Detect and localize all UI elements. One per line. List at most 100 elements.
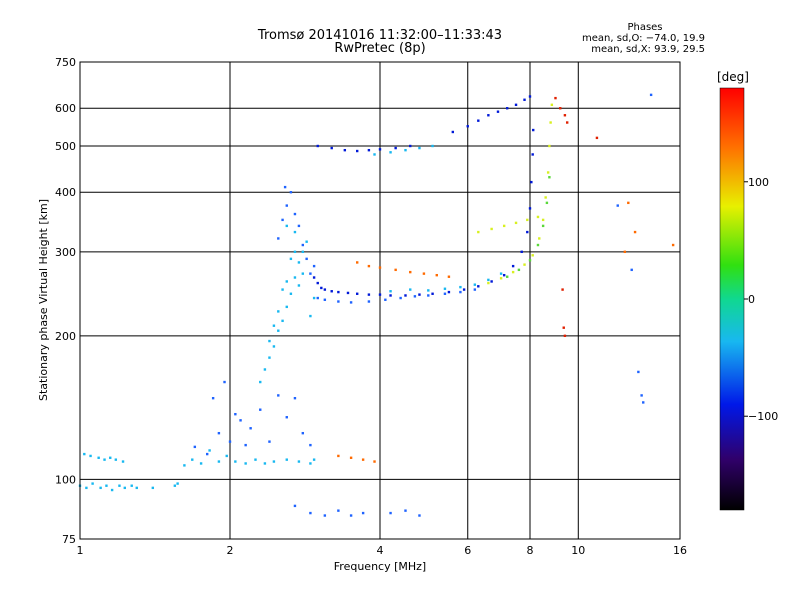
data-point <box>505 275 509 278</box>
data-point <box>404 509 407 512</box>
data-point <box>422 272 426 275</box>
data-point <box>289 191 293 194</box>
data-point <box>89 454 92 458</box>
data-point <box>85 486 88 490</box>
x-tick-label: 4 <box>377 544 384 557</box>
data-point <box>499 272 503 275</box>
x-tick-label: 6 <box>464 544 471 557</box>
data-point <box>268 339 271 343</box>
y-tick-label: 75 <box>62 533 76 546</box>
data-point <box>176 482 179 485</box>
x-tick-label: 8 <box>527 544 534 557</box>
data-point <box>389 290 392 293</box>
data-point <box>312 276 316 279</box>
chart-title: Tromsø 20141016 11:32:00–11:33:43 <box>257 28 503 43</box>
data-point <box>487 114 490 117</box>
data-point <box>103 458 106 461</box>
data-point <box>477 119 480 122</box>
data-point <box>254 458 257 461</box>
data-point <box>309 314 312 318</box>
data-point <box>443 287 447 290</box>
data-point <box>409 144 412 148</box>
data-point <box>548 144 551 148</box>
data-point <box>435 273 438 277</box>
data-point <box>173 484 177 487</box>
data-points <box>78 93 675 517</box>
data-point <box>548 176 551 179</box>
data-point <box>473 283 477 286</box>
data-point <box>301 272 305 275</box>
data-point <box>91 482 94 485</box>
data-point <box>281 319 284 323</box>
data-point <box>272 345 276 348</box>
data-point <box>316 296 319 300</box>
data-point <box>285 458 288 461</box>
data-point <box>514 103 518 107</box>
data-point <box>627 201 630 205</box>
x-tick-label: 10 <box>571 544 585 557</box>
data-point <box>413 295 417 298</box>
data-point <box>228 440 232 443</box>
data-point <box>451 130 455 134</box>
data-point <box>536 243 540 247</box>
data-point <box>312 296 316 300</box>
data-point <box>355 261 359 264</box>
data-point <box>367 293 371 296</box>
data-point <box>528 95 532 98</box>
data-point <box>320 286 323 290</box>
data-point <box>418 146 421 150</box>
data-point <box>404 148 407 152</box>
data-point <box>550 103 554 107</box>
data-point <box>297 261 301 264</box>
data-point <box>130 484 133 487</box>
data-point <box>546 171 550 174</box>
data-point <box>293 504 297 508</box>
data-point <box>496 110 500 113</box>
data-point <box>378 266 382 269</box>
data-point <box>223 380 226 384</box>
data-point <box>418 293 421 296</box>
data-point <box>418 514 421 517</box>
colorbar-tick-label: 0 <box>748 293 755 306</box>
data-point <box>532 128 535 132</box>
data-point <box>249 427 252 430</box>
data-point <box>563 334 567 338</box>
data-point <box>559 107 562 110</box>
data-point <box>633 230 637 234</box>
data-point <box>281 288 284 291</box>
data-point <box>530 180 533 184</box>
data-point <box>105 484 108 487</box>
data-point <box>277 394 280 397</box>
stats-o-mode: mean, sd,O: −74.0, 19.9 <box>582 33 705 44</box>
data-point <box>427 289 430 292</box>
data-point <box>277 310 280 313</box>
data-point <box>447 275 451 278</box>
data-point <box>309 462 312 465</box>
data-point <box>361 458 365 461</box>
data-point <box>541 224 545 228</box>
colorbar-tick-label: −100 <box>748 410 778 423</box>
data-point <box>531 254 534 257</box>
x-axis-label: Frequency [MHz] <box>334 560 426 573</box>
data-point <box>285 224 288 228</box>
y-tick-label: 300 <box>55 246 76 259</box>
data-point <box>285 280 288 283</box>
colorbar-unit: [deg] <box>717 70 749 84</box>
data-point <box>346 291 350 295</box>
data-point <box>285 416 288 419</box>
data-point <box>389 511 392 515</box>
data-point <box>309 443 312 447</box>
data-point <box>520 250 523 254</box>
data-point <box>208 449 211 452</box>
data-point <box>337 509 340 512</box>
data-point <box>394 146 397 150</box>
data-point <box>199 462 203 465</box>
data-point <box>259 408 262 411</box>
data-point <box>384 298 387 301</box>
data-point <box>562 326 565 329</box>
data-point <box>110 488 114 492</box>
data-point <box>337 290 340 294</box>
data-point <box>293 230 297 234</box>
data-point <box>526 230 529 234</box>
